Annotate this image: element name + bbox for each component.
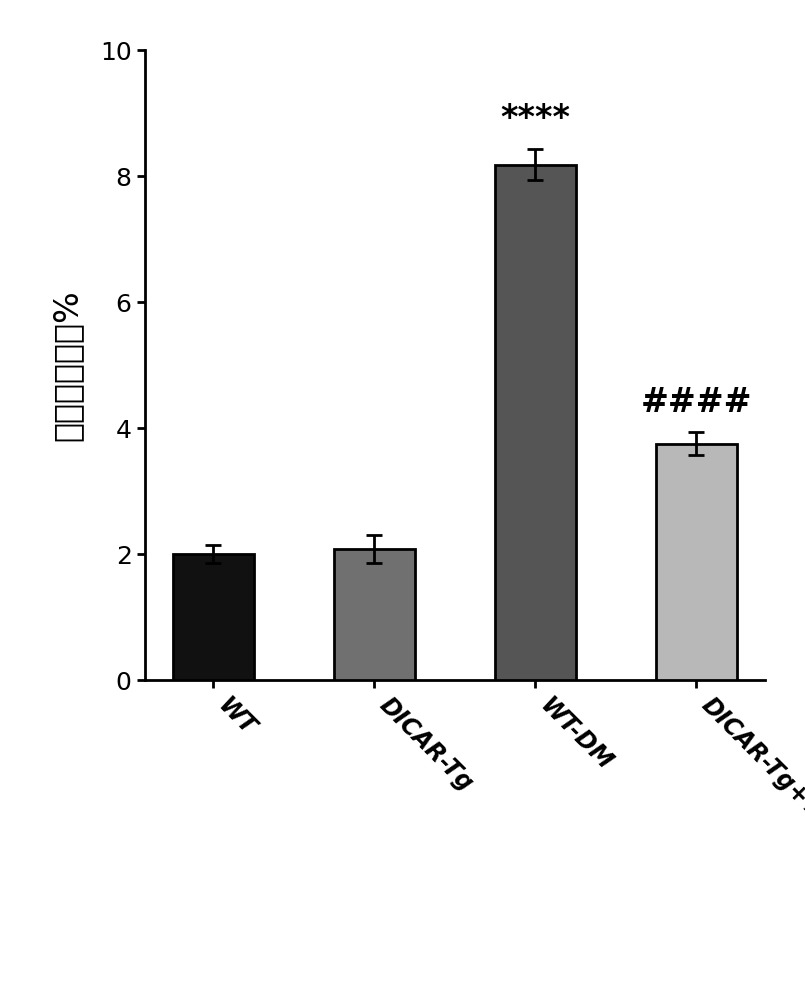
Y-axis label: 胶原容积分数%: 胶原容积分数%: [50, 289, 83, 441]
Bar: [656, 444, 737, 680]
Bar: [334, 549, 415, 680]
Bar: [173, 554, 254, 680]
Text: ****: ****: [501, 102, 570, 135]
Bar: [495, 165, 576, 680]
Text: ####: ####: [641, 386, 752, 419]
